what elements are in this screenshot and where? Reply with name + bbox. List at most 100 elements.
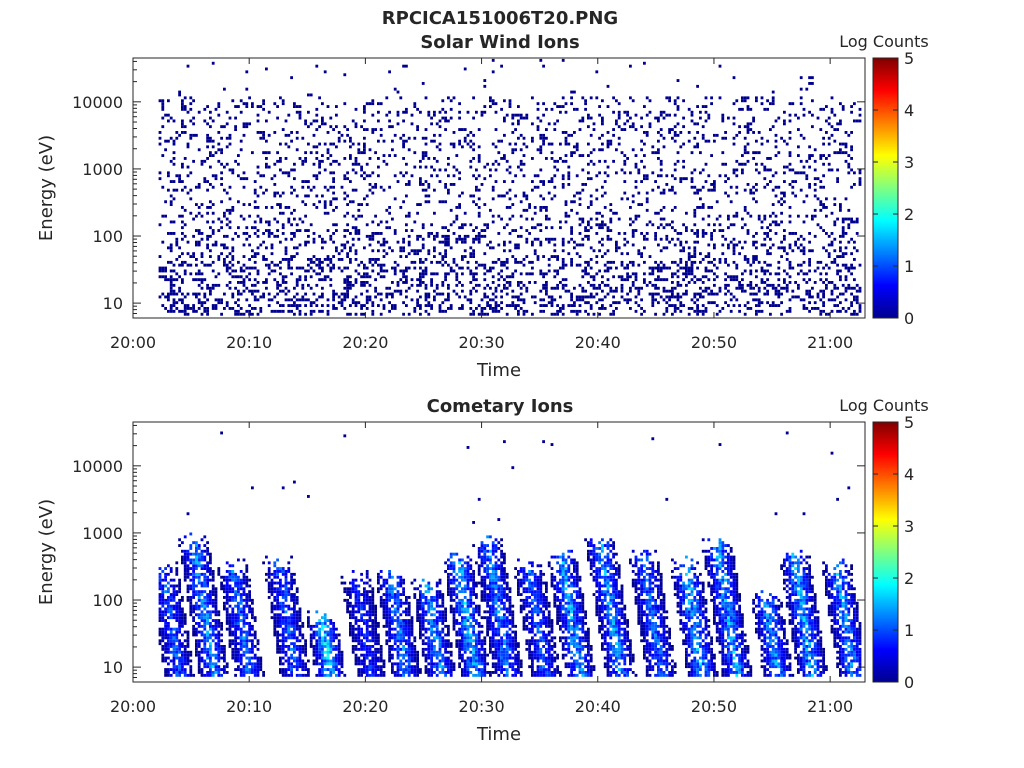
heatmap-cell <box>181 622 184 625</box>
heatmap-cell <box>183 223 187 227</box>
heatmap-cell <box>161 116 165 120</box>
heatmap-cell <box>822 162 825 166</box>
heatmap-cell <box>811 76 814 80</box>
heatmap-cell <box>178 544 181 547</box>
heatmap-cell <box>276 639 279 643</box>
heatmap-cell <box>251 645 254 648</box>
heatmap-cell <box>643 309 646 313</box>
heatmap-cell <box>715 200 719 204</box>
heatmap-cell <box>161 275 165 279</box>
heatmap-cell <box>769 157 772 160</box>
heatmap-cell <box>217 668 221 671</box>
heatmap-cell <box>164 613 167 617</box>
heatmap-cell <box>197 555 201 559</box>
heatmap-cell <box>248 96 251 100</box>
heatmap-cell <box>643 142 646 146</box>
heatmap-cell <box>312 133 316 137</box>
heatmap-cell <box>799 102 803 106</box>
heatmap-cell <box>539 133 543 137</box>
heatmap-cell <box>449 269 453 273</box>
heatmap-cell <box>547 122 551 126</box>
heatmap-cell <box>421 237 425 241</box>
heatmap-cell <box>690 229 694 232</box>
heatmap-cell <box>245 122 249 126</box>
heatmap-cell <box>276 596 279 599</box>
heatmap-cell <box>169 243 173 247</box>
heatmap-cell <box>379 263 383 267</box>
heatmap-cell <box>186 645 190 648</box>
heatmap-cell <box>301 298 305 302</box>
heatmap-cell <box>209 183 212 186</box>
heatmap-cell <box>704 266 708 270</box>
heatmap-cell <box>584 266 587 270</box>
heatmap-cell <box>841 292 845 296</box>
heatmap-cell <box>581 217 585 221</box>
heatmap-cell <box>858 177 862 181</box>
heatmap-cell <box>830 292 834 296</box>
heatmap-cell <box>167 113 170 117</box>
heatmap-cell <box>797 237 800 241</box>
heatmap-cell <box>220 627 223 631</box>
heatmap-cell <box>741 171 744 175</box>
heatmap-cell <box>424 266 428 270</box>
heatmap-cell <box>847 208 851 212</box>
heatmap-cell <box>231 619 235 622</box>
heatmap-cell <box>228 613 232 617</box>
heatmap-cell <box>337 258 341 261</box>
heatmap-cell <box>671 208 674 212</box>
heatmap-cell <box>519 113 523 117</box>
heatmap-cell <box>671 237 674 241</box>
heatmap-cell <box>822 136 825 140</box>
heatmap-cell <box>183 312 187 316</box>
heatmap-cell <box>293 105 296 108</box>
heatmap-cell <box>214 243 218 247</box>
heatmap-cell <box>209 136 212 140</box>
heatmap-cell <box>186 174 190 178</box>
heatmap-cell <box>209 561 212 565</box>
heatmap-cell <box>363 142 366 146</box>
heatmap-cell <box>559 266 562 270</box>
heatmap-cell <box>743 96 747 100</box>
heatmap-cell <box>301 220 305 224</box>
heatmap-cells <box>158 58 862 316</box>
heatmap-cell <box>349 246 352 250</box>
heatmap-cell <box>234 653 237 657</box>
heatmap-cell <box>469 255 473 258</box>
heatmap-cell <box>203 581 207 585</box>
heatmap-cell <box>447 229 450 232</box>
heatmap-cell <box>323 185 327 189</box>
heatmap-cell <box>827 116 831 120</box>
heatmap-cell <box>441 99 445 103</box>
heatmap-cell <box>242 578 246 582</box>
heatmap-cell <box>203 309 207 313</box>
heatmap-cell <box>424 128 428 131</box>
heatmap-cell <box>371 171 375 175</box>
heatmap-cell <box>542 298 545 302</box>
heatmap-cell <box>603 223 607 227</box>
heatmap-cell <box>749 292 753 296</box>
heatmap-cell <box>427 304 431 307</box>
heatmap-cell <box>724 278 727 282</box>
heatmap-cell <box>671 275 674 279</box>
heatmap-cell <box>844 286 848 290</box>
heatmap-cell <box>379 266 383 270</box>
heatmap-cell <box>181 598 184 602</box>
heatmap-cell <box>634 295 638 299</box>
heatmap-cell <box>449 223 453 227</box>
heatmap-cell <box>536 102 540 106</box>
heatmap-cell <box>797 263 800 267</box>
heatmap-cell <box>234 650 237 654</box>
heatmap-cell <box>195 601 198 605</box>
heatmap-cell <box>209 610 212 614</box>
heatmap-cell <box>519 226 523 230</box>
heatmap-cell <box>438 180 442 183</box>
heatmap-cell <box>491 185 495 189</box>
heatmap-cell <box>365 289 369 293</box>
heatmap-cell <box>206 671 209 674</box>
heatmap-cell <box>351 119 355 123</box>
heatmap-cell <box>808 82 811 85</box>
heatmap-cell <box>732 249 736 253</box>
heatmap-cell <box>699 292 702 296</box>
heatmap-cell <box>419 183 422 186</box>
heatmap-cell <box>206 243 209 247</box>
